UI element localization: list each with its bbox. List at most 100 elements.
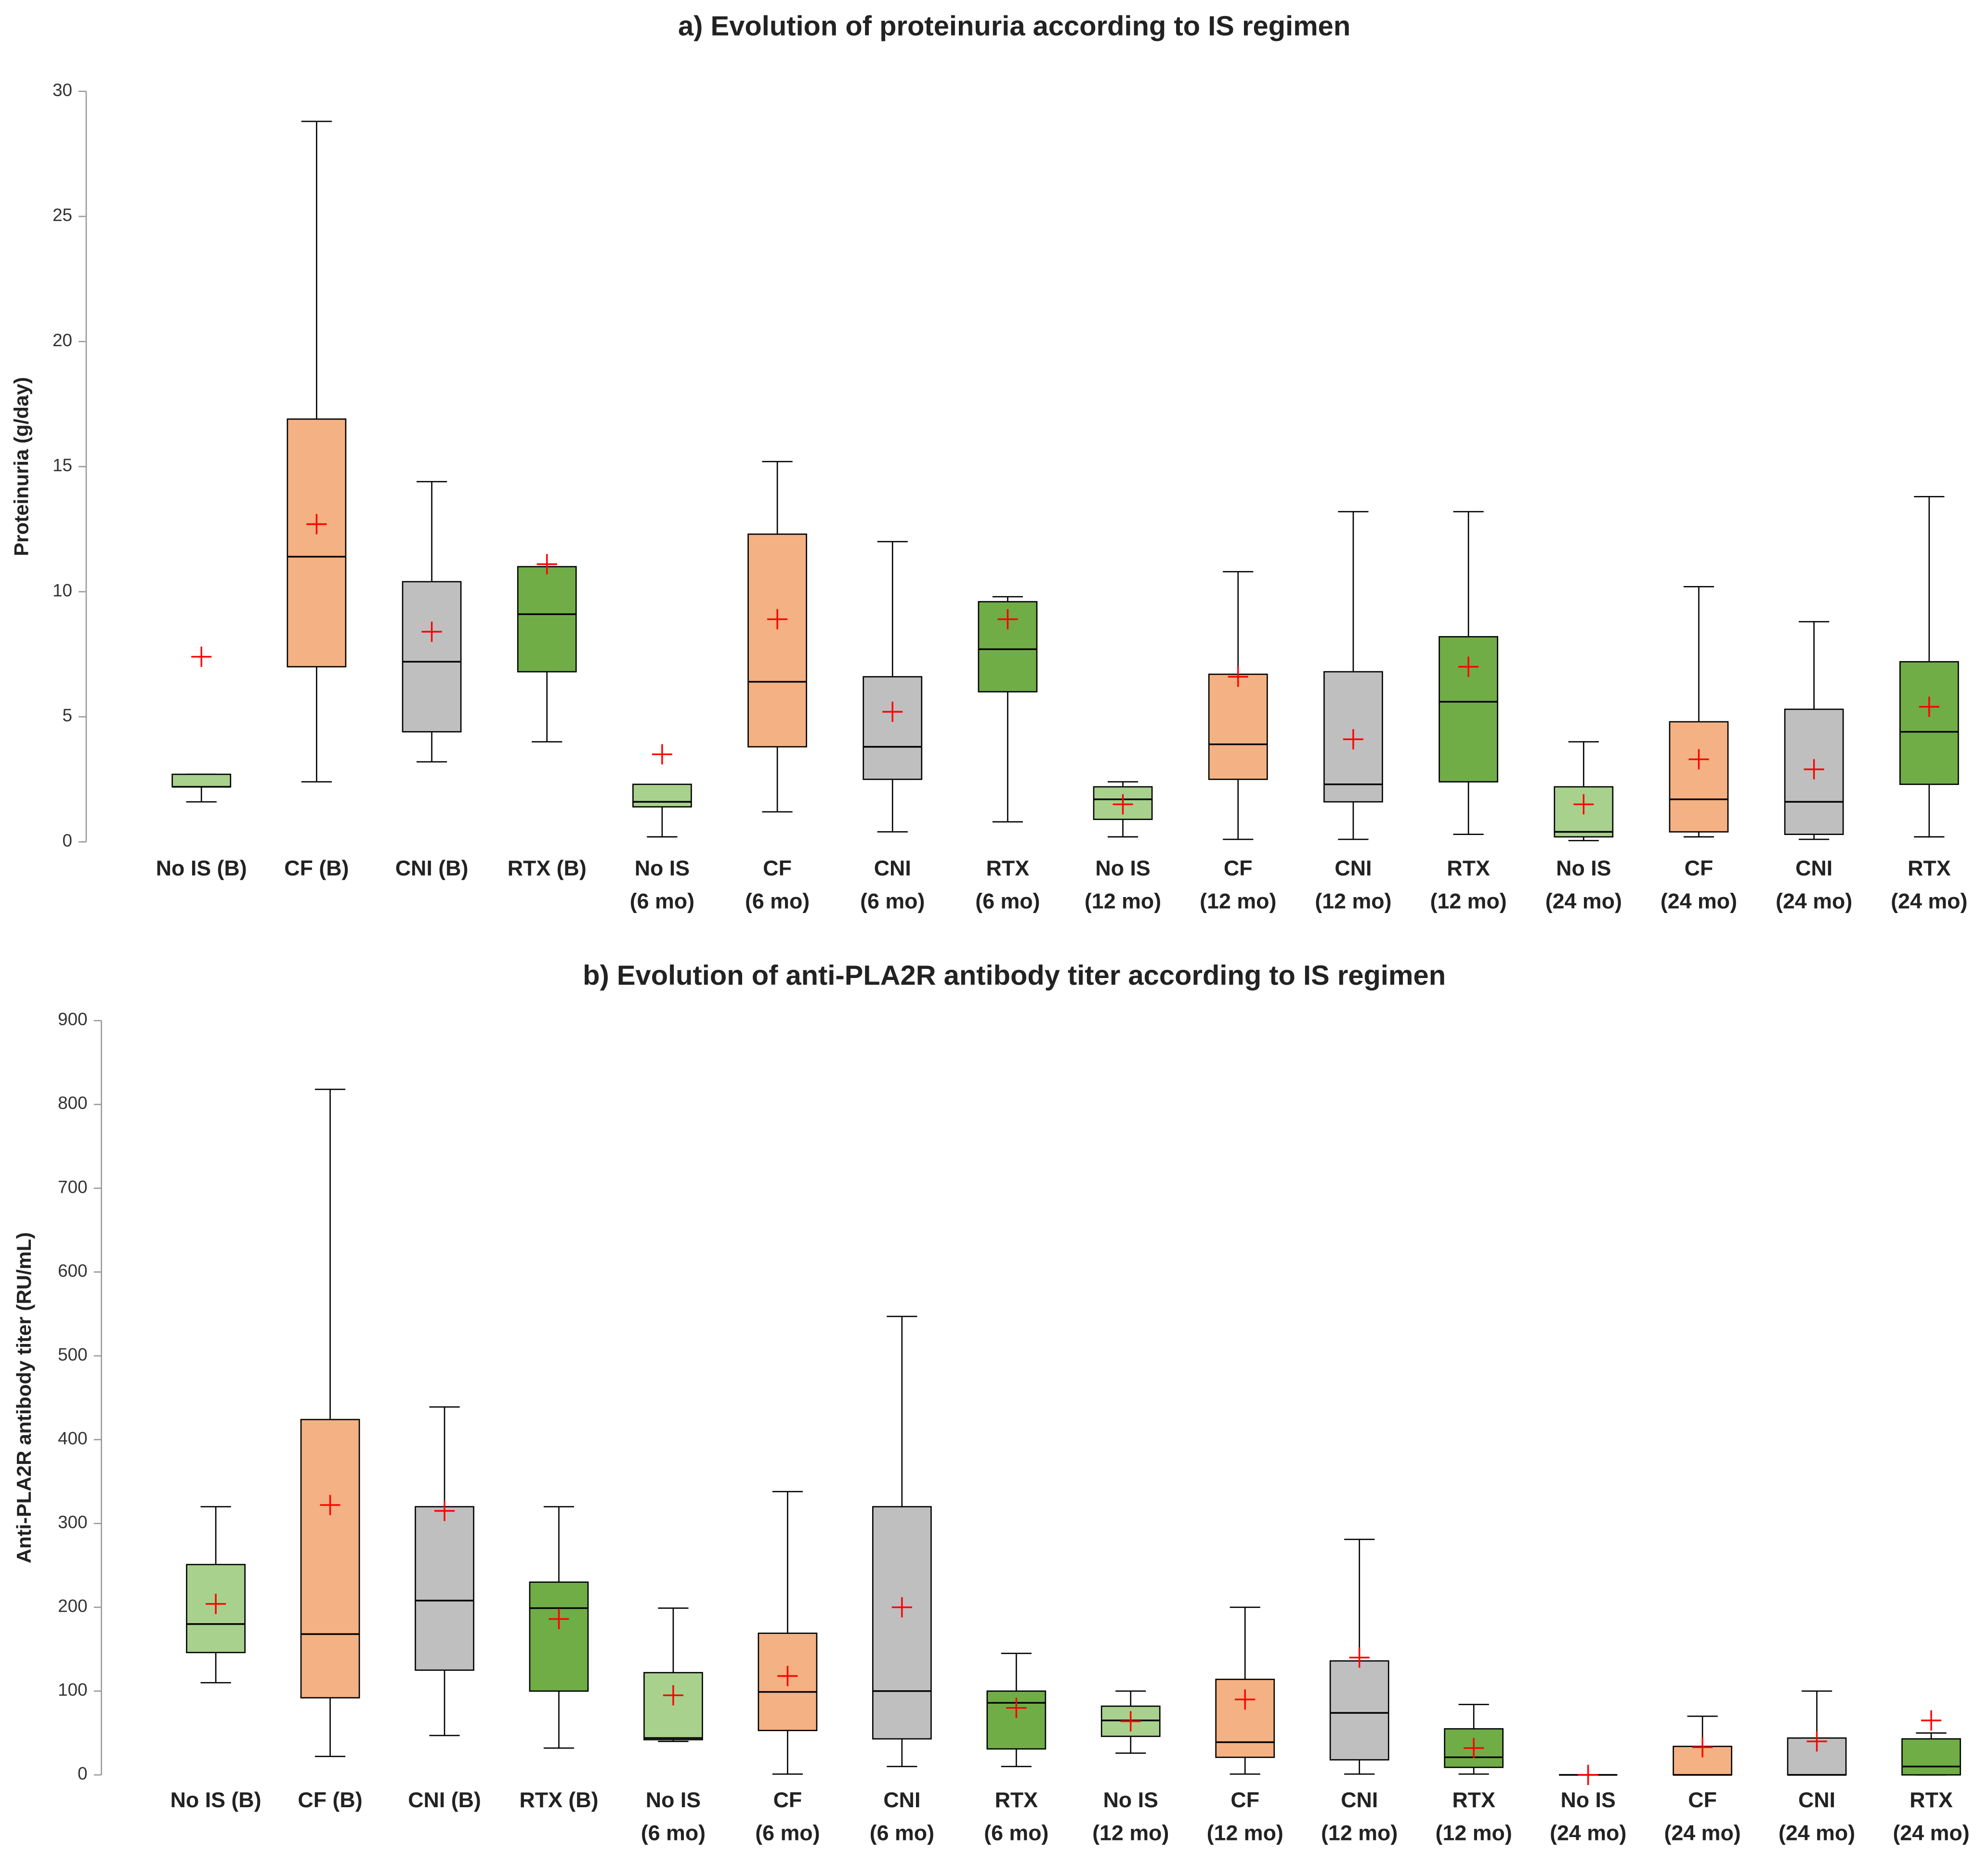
mean-marker bbox=[652, 744, 672, 765]
x-tick-label: RTX bbox=[986, 856, 1030, 880]
y-axis-label: Proteinuria (g/day) bbox=[10, 377, 33, 556]
x-tick-label: (12 mo) bbox=[1430, 889, 1507, 913]
upper-whisker bbox=[658, 1607, 689, 1673]
mean-marker bbox=[1228, 666, 1248, 687]
mean-marker bbox=[777, 1666, 798, 1686]
lower-whisker bbox=[301, 666, 332, 783]
y-tick-label: 5 bbox=[63, 705, 73, 725]
x-tick-label: (12 mo) bbox=[1200, 889, 1276, 913]
x-tick-label: No IS bbox=[1095, 856, 1150, 880]
box bbox=[1669, 721, 1729, 833]
x-tick-label: (6 mo) bbox=[745, 889, 810, 913]
lower-whisker bbox=[1344, 1760, 1375, 1775]
y-tick-label: 25 bbox=[52, 205, 72, 225]
mean-marker bbox=[1919, 696, 1939, 717]
lower-whisker bbox=[532, 671, 562, 743]
mean-marker bbox=[536, 554, 557, 574]
lower-whisker bbox=[772, 1730, 803, 1775]
y-tick-label: 30 bbox=[52, 80, 72, 100]
mean-marker bbox=[1458, 656, 1479, 677]
lower-whisker bbox=[429, 1670, 460, 1736]
lower-whisker bbox=[647, 807, 678, 838]
upper-whisker bbox=[1001, 1653, 1032, 1691]
mean-marker bbox=[663, 1685, 683, 1706]
upper-whisker bbox=[429, 1406, 460, 1507]
x-tick-label: RTX bbox=[1452, 1788, 1495, 1812]
y-tick-label: 0 bbox=[78, 1764, 88, 1784]
upper-whisker bbox=[1229, 1606, 1260, 1680]
chart-title: a) Evolution of proteinuria according to… bbox=[678, 11, 1350, 41]
lower-whisker bbox=[877, 779, 908, 833]
y-tick-label: 400 bbox=[58, 1428, 87, 1448]
x-tick-label: CNI (B) bbox=[395, 856, 469, 880]
x-tick-label: No IS bbox=[1103, 1788, 1158, 1812]
y-tick-label: 700 bbox=[58, 1177, 87, 1197]
box bbox=[415, 1506, 474, 1671]
mean-marker bbox=[1006, 1697, 1027, 1718]
upper-whisker bbox=[1914, 496, 1945, 662]
box bbox=[1899, 661, 1959, 785]
y-tick-label: 20 bbox=[52, 330, 72, 350]
x-tick-label: RTX (B) bbox=[508, 856, 587, 880]
upper-whisker bbox=[1568, 741, 1599, 787]
x-tick-label: (24 mo) bbox=[1550, 1821, 1626, 1845]
mean-marker bbox=[421, 621, 442, 642]
x-tick-label: (12 mo) bbox=[1092, 1821, 1169, 1845]
upper-whisker bbox=[1916, 1732, 1947, 1739]
lower-whisker bbox=[1799, 834, 1830, 840]
x-tick-label: (24 mo) bbox=[1891, 889, 1967, 913]
x-tick-label: RTX bbox=[1910, 1788, 1953, 1812]
y-tick-label: 800 bbox=[58, 1093, 87, 1113]
x-tick-label: CNI bbox=[883, 1788, 920, 1812]
box bbox=[517, 566, 577, 673]
upper-whisker bbox=[772, 1491, 803, 1633]
y-tick-label: 0 bbox=[63, 831, 73, 850]
y-tick-label: 200 bbox=[58, 1596, 87, 1616]
x-tick-label: (6 mo) bbox=[860, 889, 925, 913]
upper-whisker bbox=[877, 541, 908, 677]
mean-marker bbox=[891, 1597, 912, 1617]
mean-marker bbox=[320, 1495, 340, 1515]
chart-title: b) Evolution of anti-PLA2R antibody tite… bbox=[583, 960, 1446, 991]
y-tick-label: 300 bbox=[58, 1512, 87, 1532]
x-tick-label: (6 mo) bbox=[755, 1821, 820, 1845]
box bbox=[171, 773, 232, 788]
upper-whisker bbox=[887, 1316, 917, 1507]
upper-whisker bbox=[1683, 586, 1714, 722]
mean-marker bbox=[882, 702, 903, 722]
mean-marker bbox=[1921, 1710, 1942, 1731]
box bbox=[1329, 1660, 1389, 1761]
mean-marker bbox=[1343, 729, 1364, 750]
x-tick-label: CF (B) bbox=[284, 856, 349, 880]
lower-whisker bbox=[543, 1691, 575, 1749]
mean-marker bbox=[1806, 1731, 1827, 1752]
box bbox=[287, 418, 347, 667]
lower-whisker bbox=[1001, 1748, 1032, 1767]
x-tick-label: No IS bbox=[635, 856, 690, 880]
upper-whisker bbox=[1344, 1539, 1375, 1661]
box bbox=[643, 1672, 703, 1741]
mean-marker bbox=[306, 514, 327, 535]
x-tick-label: No IS (B) bbox=[156, 856, 247, 880]
x-tick-label: (24 mo) bbox=[1776, 889, 1852, 913]
mean-marker bbox=[1692, 1737, 1713, 1758]
lower-whisker bbox=[416, 731, 447, 763]
lower-whisker bbox=[1229, 1757, 1260, 1775]
upper-whisker bbox=[314, 1088, 346, 1420]
mean-marker bbox=[549, 1609, 569, 1630]
box bbox=[1208, 673, 1268, 780]
x-tick-label: CF bbox=[1688, 1788, 1717, 1812]
x-tick-label: CF bbox=[773, 1788, 802, 1812]
lower-whisker bbox=[1223, 779, 1254, 840]
x-tick-label: CF bbox=[1685, 856, 1713, 880]
x-tick-label: RTX bbox=[1908, 856, 1951, 880]
x-tick-label: (12 mo) bbox=[1436, 1821, 1512, 1845]
mean-marker bbox=[1804, 759, 1824, 780]
lower-whisker bbox=[1338, 802, 1369, 840]
x-tick-label: (24 mo) bbox=[1893, 1821, 1969, 1845]
x-tick-label: CNI bbox=[1334, 856, 1372, 880]
upper-whisker bbox=[1453, 511, 1484, 637]
upper-whisker bbox=[1799, 621, 1830, 709]
x-tick-label: (6 mo) bbox=[641, 1821, 706, 1845]
